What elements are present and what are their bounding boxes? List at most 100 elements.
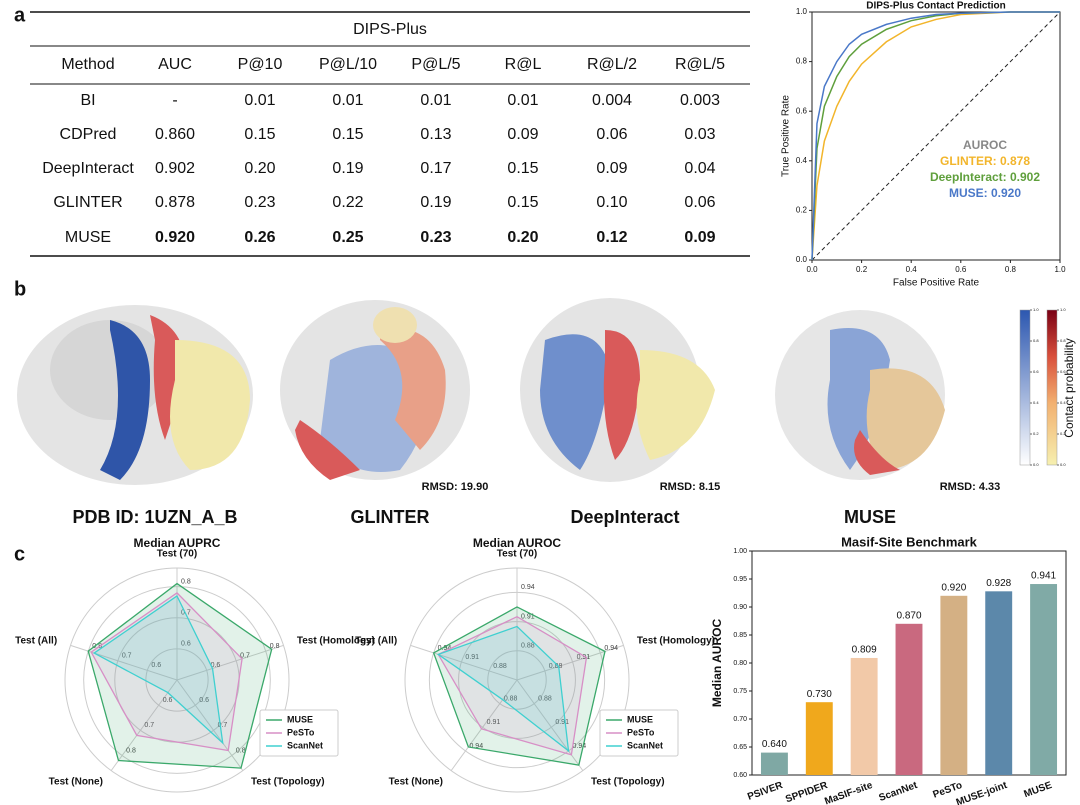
table-cell: 0.09 (684, 229, 715, 246)
radar-tick-label: 0.91 (465, 654, 479, 661)
x-tick-label: 0.8 (1005, 265, 1017, 274)
table-cell: 0.15 (244, 126, 275, 143)
colorbar-tick-label: 0.4 (1060, 400, 1066, 405)
y-tick-label: 0.95 (733, 576, 747, 583)
table-cell: 0.860 (155, 126, 195, 143)
y-tick-label: 0.8 (796, 57, 808, 66)
radar-polygon (92, 595, 224, 745)
radar-tick-label: 0.7 (144, 722, 154, 729)
legend-label: ScanNet (287, 740, 323, 750)
bar (940, 595, 968, 775)
radar-tick-label: 0.88 (504, 695, 518, 702)
colorbar-tick-label: 0.8 (1033, 338, 1039, 343)
radar-polygon (437, 615, 588, 756)
table-cell: 0.920 (155, 229, 195, 246)
radar-polygon (436, 625, 570, 753)
bar-value-label: 0.941 (1031, 571, 1056, 582)
y-tick-label: 0.85 (733, 632, 747, 639)
x-tick-label: MaSIF-site (823, 780, 874, 805)
bar (850, 657, 878, 775)
legend-label: PeSTo (627, 727, 655, 737)
bar-value-label: 0.730 (807, 689, 832, 700)
structure-label: PDB ID: 1UZN_A_B (72, 507, 237, 527)
table-header: P@10 (238, 56, 283, 73)
table-cell: 0.23 (420, 229, 451, 246)
table-cell: 0.10 (596, 194, 627, 211)
bar-value-label: 0.809 (852, 645, 877, 656)
radar-axis-label: Test (Homology) (637, 636, 715, 647)
radar-spoke (410, 644, 518, 681)
x-tick-label: 0.4 (906, 265, 918, 274)
radar-spoke (176, 679, 244, 771)
bar-value-label: 0.870 (896, 610, 921, 621)
radar-tick-label: 0.6 (181, 641, 191, 648)
radar-tick-label: 0.6 (163, 697, 173, 704)
radar-axis-label: Test (All) (15, 636, 57, 647)
colorbar (1019, 309, 1031, 466)
table: Method AUC P@10 P@L/10 P@L/5 R@L R@L/2 R@L/5 BI -… (42, 56, 725, 246)
table-cell: 0.19 (332, 160, 363, 177)
x-tick-label: 1.0 (1054, 265, 1066, 274)
legend-box (599, 709, 679, 757)
table-cell: 0.15 (507, 194, 538, 211)
radar-tick-label: 0.88 (493, 663, 507, 670)
radar-spoke (110, 679, 178, 771)
table-cell: 0.902 (155, 160, 195, 177)
table-cell: 0.09 (596, 160, 627, 177)
y-axis-label: True Positive Rate (781, 95, 792, 177)
y-axis-label: Median AUROC (710, 619, 724, 708)
colorbar-tick-label: 0.0 (1033, 462, 1039, 467)
table-cell: 0.04 (684, 160, 715, 177)
table-cell: - (172, 92, 177, 109)
y-tick-label: 1.00 (733, 548, 747, 555)
table-cell: 0.004 (592, 92, 632, 109)
table-cell: CDPred (60, 126, 117, 143)
table-cell: 0.01 (332, 92, 363, 109)
radar-polygon (87, 582, 273, 769)
rmsd-label: RMSD: 19.90 (422, 481, 489, 493)
rmsd-label: RMSD: 4.33 (940, 481, 1001, 493)
table-cell: 0.19 (420, 194, 451, 211)
radar-axis-label: Test (70) (497, 549, 537, 560)
structure-label: MUSE (844, 507, 896, 527)
radar-spoke (450, 679, 518, 771)
table-header: P@L/5 (411, 56, 460, 73)
radar-polygon (432, 606, 606, 766)
colorbar-tick-label: 1.0 (1033, 307, 1039, 312)
chart-title: Median AUROC (473, 536, 562, 550)
structure-1uzn (17, 305, 253, 485)
x-tick-label: ScanNet (878, 780, 920, 804)
radar-axis-label: Test (Topology) (251, 777, 325, 788)
x-tick-label: SPPIDER (784, 780, 830, 805)
y-tick-label: 0.2 (796, 206, 808, 215)
bar (760, 752, 788, 775)
bar (895, 623, 923, 775)
table-cell: 0.15 (507, 160, 538, 177)
x-tick-label: MUSE-joint (955, 780, 1010, 805)
colorbar-tick-label: 0.0 (1060, 462, 1066, 467)
radar-tick-label: 0.8 (92, 643, 102, 650)
table-cell: 0.13 (420, 126, 451, 143)
legend-label: DeepInteract: 0.902 (930, 170, 1040, 184)
roc-curve (811, 11, 1060, 261)
y-tick-label: 0.60 (733, 772, 747, 779)
panel-label: b (14, 278, 26, 300)
x-tick-label: 0.2 (856, 265, 868, 274)
table-cell: 0.003 (680, 92, 720, 109)
chart-title: Median AUPRC (134, 536, 221, 550)
y-tick-label: 0.80 (733, 660, 747, 667)
radar-tick-label: 0.6 (211, 662, 221, 669)
legend-label: ScanNet (627, 740, 663, 750)
table-cell: 0.878 (155, 194, 195, 211)
y-tick-label: 0.4 (796, 156, 808, 165)
table-cell: 0.01 (507, 92, 538, 109)
y-tick-label: 0.75 (733, 688, 747, 695)
table-cell: 0.01 (244, 92, 275, 109)
colorbar-tick-label: 0.4 (1033, 400, 1039, 405)
bar-value-label: 0.920 (941, 582, 966, 593)
structure-muse (775, 310, 945, 480)
table-header: R@L/5 (675, 56, 725, 73)
bar (1030, 584, 1058, 775)
radar-tick-label: 0.8 (126, 747, 136, 754)
